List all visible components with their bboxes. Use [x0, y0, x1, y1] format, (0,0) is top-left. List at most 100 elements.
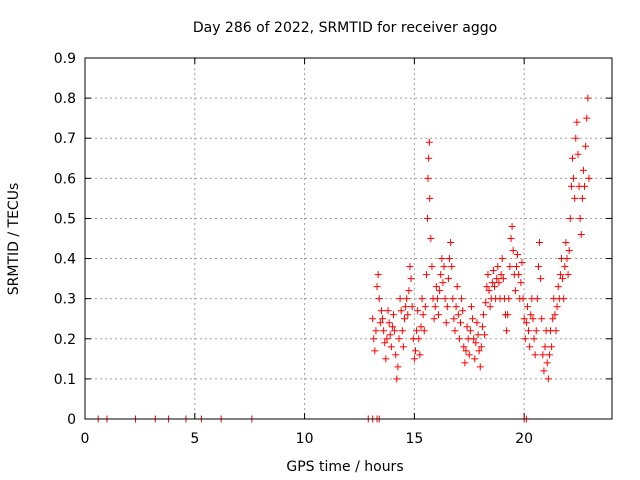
data-point	[506, 263, 514, 271]
data-point	[407, 275, 415, 283]
data-point	[377, 307, 385, 315]
data-point	[521, 335, 529, 343]
data-point	[432, 283, 440, 291]
data-point	[431, 303, 439, 311]
data-point	[406, 263, 414, 271]
x-tick-label: 20	[515, 431, 533, 447]
data-point	[451, 327, 459, 335]
data-point	[486, 303, 494, 311]
data-point	[551, 311, 559, 319]
data-point	[372, 327, 380, 335]
data-point	[564, 271, 572, 279]
data-point	[414, 307, 422, 315]
data-point	[548, 343, 556, 351]
data-point	[371, 347, 379, 355]
data-point	[497, 271, 505, 279]
data-point	[476, 363, 484, 371]
data-point	[450, 315, 458, 323]
data-point	[380, 327, 388, 335]
data-point	[465, 351, 473, 359]
data-point	[424, 174, 432, 182]
data-point	[556, 271, 564, 279]
data-point	[425, 138, 433, 146]
data-point	[433, 295, 441, 303]
data-point	[522, 319, 530, 327]
data-point	[477, 343, 485, 351]
data-point	[425, 154, 433, 162]
data-point	[382, 355, 390, 363]
data-point	[393, 375, 401, 383]
data-point	[503, 327, 511, 335]
data-point	[482, 299, 490, 307]
data-point	[438, 255, 446, 263]
data-point	[442, 319, 450, 327]
data-point	[370, 335, 378, 343]
data-point	[461, 359, 469, 367]
data-point	[452, 303, 460, 311]
data-point	[430, 315, 438, 323]
data-point	[493, 275, 501, 283]
data-point	[471, 355, 479, 363]
data-point	[536, 239, 544, 247]
data-point	[463, 323, 471, 331]
data-point	[474, 331, 482, 339]
data-point	[540, 367, 548, 375]
data-point	[384, 307, 392, 315]
data-point	[392, 351, 400, 359]
data-point	[538, 315, 546, 323]
data-point	[572, 134, 580, 142]
data-point	[515, 271, 523, 279]
data-point	[543, 359, 551, 367]
data-point	[488, 279, 496, 287]
data-point	[568, 154, 576, 162]
data-point	[499, 275, 507, 283]
data-point	[541, 343, 549, 351]
x-tick-label: 10	[296, 431, 314, 447]
y-tick-label: 0.3	[54, 292, 76, 308]
data-point	[404, 311, 412, 319]
data-point	[571, 194, 579, 202]
data-point	[436, 287, 444, 295]
data-point	[505, 295, 513, 303]
data-point	[584, 94, 592, 102]
data-point	[397, 307, 405, 315]
data-point	[444, 275, 452, 283]
data-point	[408, 303, 416, 311]
data-point	[466, 327, 474, 335]
data-point	[390, 311, 398, 319]
data-point	[519, 295, 527, 303]
data-point	[440, 263, 448, 271]
data-point	[554, 283, 562, 291]
data-point	[498, 255, 506, 263]
data-point	[420, 327, 428, 335]
data-point	[475, 347, 483, 355]
data-point	[578, 194, 586, 202]
data-point	[574, 150, 582, 158]
data-point	[484, 271, 492, 279]
data-point	[418, 295, 426, 303]
data-point	[545, 351, 553, 359]
data-point	[411, 347, 419, 355]
data-point	[570, 174, 578, 182]
data-point	[426, 194, 434, 202]
data-point	[520, 315, 528, 323]
x-tick-label: 0	[81, 431, 90, 447]
data-point	[491, 283, 499, 291]
data-point	[427, 235, 435, 242]
data-point	[483, 283, 491, 291]
data-point	[489, 267, 497, 275]
data-point	[552, 327, 560, 335]
y-tick-label: 0.5	[54, 211, 76, 227]
data-point	[394, 363, 402, 371]
data-point	[435, 311, 443, 319]
data-point	[428, 263, 436, 271]
data-point	[529, 315, 537, 323]
data-point	[373, 283, 381, 291]
y-tick-label: 0.1	[54, 372, 76, 388]
data-point	[537, 275, 545, 283]
data-point	[509, 247, 517, 255]
y-tick-label: 0.4	[54, 252, 76, 268]
data-point	[472, 339, 480, 347]
data-point	[579, 166, 587, 174]
data-point	[385, 319, 393, 327]
